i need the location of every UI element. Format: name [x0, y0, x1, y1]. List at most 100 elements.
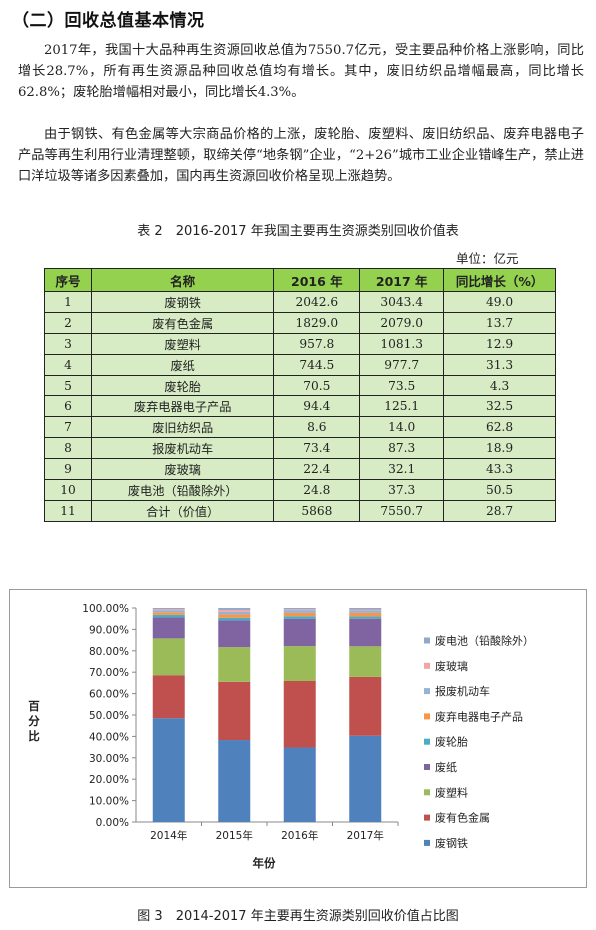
cell-2016: 70.5: [273, 374, 361, 397]
legend-swatch: [424, 713, 430, 720]
bar-segment: [152, 610, 185, 613]
cell-name: 废钢铁: [90, 291, 275, 313]
bar-segment: [349, 608, 382, 610]
bar-segment: [349, 646, 382, 677]
bar-segment: [218, 609, 251, 612]
cell-2017: 14.0: [359, 416, 445, 439]
bar-segment: [283, 747, 316, 822]
cell-name: 报废机动车: [90, 437, 275, 460]
cell-2017: 977.7: [359, 353, 445, 376]
cell-index: 6: [44, 395, 92, 418]
cell-growth: 43.3: [443, 458, 556, 481]
cell-growth: 32.5: [443, 395, 556, 418]
cell-growth: 4.3: [443, 374, 556, 397]
y-tick-label: 10.00%: [89, 796, 129, 808]
cell-growth: 50.5: [443, 479, 556, 501]
cell-growth: 31.3: [443, 353, 556, 376]
bar-segment: [152, 638, 185, 676]
bar-segment: [218, 740, 251, 822]
bar-segment: [152, 609, 185, 611]
cell-2016: 957.8: [273, 332, 361, 355]
cell-growth: 49.0: [443, 291, 556, 313]
legend-swatch: [424, 789, 430, 796]
bar-segment: [152, 612, 185, 615]
table-row: 3 废塑料 957.8 1081.3 12.9: [44, 332, 556, 355]
cell-growth: 12.9: [443, 332, 556, 355]
x-axis-label: 年份: [253, 856, 276, 870]
bar-segment: [218, 620, 251, 648]
bar-segment: [349, 616, 382, 619]
legend-swatch: [424, 814, 430, 821]
cell-2017: 1081.3: [359, 332, 445, 355]
bar-segment: [283, 680, 316, 748]
legend-label: 废塑料: [435, 785, 468, 799]
cell-name: 废轮胎: [90, 374, 275, 397]
header-2017: 2017 年: [359, 268, 445, 292]
cell-2017: 73.5: [359, 374, 445, 397]
bar-segment: [349, 609, 382, 611]
header-2016: 2016 年: [273, 268, 361, 292]
cell-2016: 94.4: [273, 395, 361, 418]
cell-2016: 73.4: [273, 437, 361, 460]
cell-index: 1: [44, 291, 92, 313]
table-row: 1 废钢铁 2042.6 3043.4 49.0: [44, 291, 556, 313]
legend-label: 报废机动车: [435, 684, 490, 698]
section-heading: （二）回收总值基本情况: [12, 11, 205, 31]
cell-name: 废玻璃: [90, 458, 275, 481]
y-tick-label: 60.00%: [89, 689, 129, 701]
table-row: 9 废玻璃 22.4 32.1 43.3: [44, 458, 556, 481]
paragraph-summary: 2017年，我国十大品种再生资源回收总值为7550.7亿元，受主要品种价格上涨影…: [18, 43, 584, 100]
y-tick-label: 0.00%: [96, 817, 129, 829]
cell-growth: 62.8: [443, 416, 556, 439]
cell-index: 8: [44, 437, 92, 460]
cell-index: 9: [44, 458, 92, 481]
bar-segment: [283, 618, 316, 647]
legend-swatch: [424, 662, 430, 669]
bar-segment: [218, 647, 251, 682]
table-caption: 表 2 2016-2017 年我国主要再生资源类别回收价值表: [137, 224, 459, 239]
bar-segment: [283, 646, 316, 681]
bar-segment: [283, 610, 316, 613]
y-tick-label: 20.00%: [89, 774, 129, 786]
legend-label: 废钢铁: [435, 836, 468, 850]
cell-growth: 28.7: [443, 499, 556, 522]
legend-swatch: [424, 738, 430, 745]
bar-segment: [218, 614, 251, 618]
x-tick-label: 2017年: [347, 829, 384, 842]
y-tick-label: 30.00%: [89, 753, 129, 765]
cell-2016: 24.8: [273, 479, 361, 501]
cell-2017: 7550.7: [359, 499, 445, 522]
y-tick-label: 70.00%: [89, 667, 129, 679]
legend-label: 废轮胎: [435, 735, 468, 749]
y-tick-label: 100.00%: [82, 603, 129, 615]
table-row: 5 废轮胎 70.5 73.5 4.3: [44, 374, 556, 397]
legend-swatch: [424, 637, 430, 644]
legend-label: 废玻璃: [435, 659, 468, 673]
table-header-row: 序号 名称 2016 年 2017 年 同比增长（%）: [44, 268, 556, 292]
header-index: 序号: [44, 268, 92, 292]
cell-2016: 2042.6: [273, 291, 361, 313]
bar-segment: [349, 676, 382, 736]
cell-index: 5: [44, 374, 92, 397]
legend-swatch: [424, 839, 430, 846]
cell-2016: 5868: [273, 499, 361, 522]
table-row: 6 废弃电器电子产品 94.4 125.1 32.5: [44, 395, 556, 418]
figure-caption: 图 3 2014-2017 年主要再生资源类别回收价值占比图: [137, 909, 459, 924]
bar-segment: [283, 609, 316, 611]
bar-segment: [349, 610, 382, 613]
header-growth: 同比增长（%）: [443, 268, 556, 292]
cell-index: 7: [44, 416, 92, 439]
y-axis-label: 百分比: [28, 699, 40, 743]
bar-segment: [218, 681, 251, 741]
bar-segment: [349, 735, 382, 822]
cell-index: 3: [44, 332, 92, 355]
cell-name: 废有色金属: [90, 311, 275, 334]
legend-label: 废有色金属: [435, 811, 490, 825]
bar-segment: [152, 608, 185, 610]
cell-index: 2: [44, 311, 92, 334]
cell-name: 合计（价值）: [90, 499, 275, 522]
y-tick-label: 80.00%: [89, 646, 129, 658]
cell-2017: 2079.0: [359, 311, 445, 334]
cell-2017: 125.1: [359, 395, 445, 418]
cell-2017: 3043.4: [359, 291, 445, 313]
